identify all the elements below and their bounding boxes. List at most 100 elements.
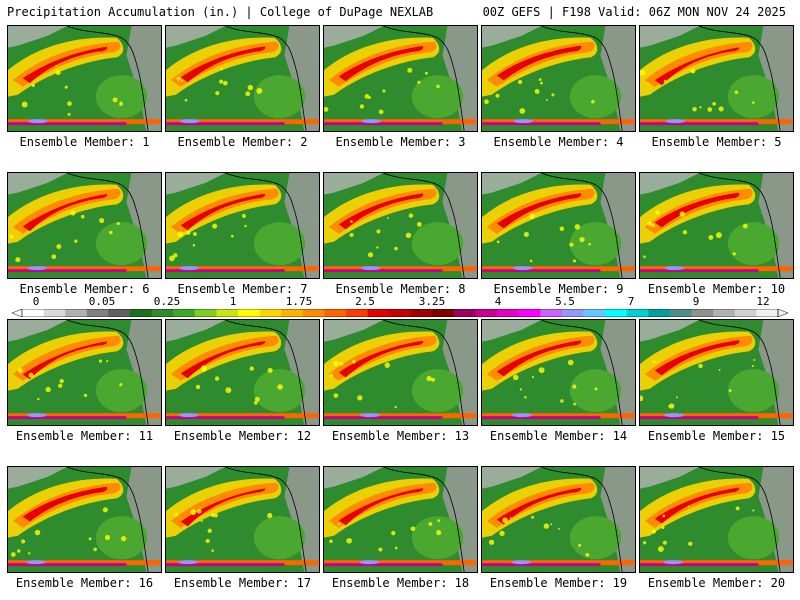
precip-map (324, 320, 477, 425)
map-frame (323, 319, 478, 426)
colorbar-scale (12, 309, 788, 317)
colorbar-swatch (605, 309, 628, 317)
ensemble-member-label: Ensemble Member: 3 (335, 135, 466, 149)
colorbar-label: 0.25 (153, 295, 181, 308)
colorbar-swatch (648, 309, 671, 317)
colorbar-swatch (238, 309, 260, 317)
colorbar-swatch (713, 309, 736, 317)
colorbar-label: 1.75 (285, 295, 313, 308)
map-frame (639, 172, 794, 279)
precip-map (482, 320, 635, 425)
run-info: 00Z GEFS | F198 Valid: 06Z MON NOV 24 20… (482, 5, 786, 19)
colorbar-label: 2.5 (355, 295, 375, 308)
colorbar-swatch (302, 309, 325, 317)
precip-map (324, 173, 477, 278)
precip-map (166, 320, 319, 425)
header: Precipitation Accumulation (in.) | Colle… (0, 0, 800, 24)
precip-map (640, 467, 793, 572)
colorbar-label: 0.05 (88, 295, 116, 308)
colorbar-min-arrow (12, 309, 23, 317)
colorbar-label: 9 (692, 295, 700, 308)
map-frame (7, 25, 162, 132)
colorbar-swatch (626, 309, 649, 317)
colorbar-label: 1 (229, 295, 237, 308)
ensemble-member-label: Ensemble Member: 9 (493, 282, 624, 296)
colorbar-swatch (281, 309, 304, 317)
ensemble-member-label: Ensemble Member: 15 (647, 429, 786, 443)
ensemble-member-label: Ensemble Member: 1 (19, 135, 150, 149)
colorbar-swatch (346, 309, 368, 317)
map-frame (481, 319, 636, 426)
colorbar-label: 7 (627, 295, 635, 308)
ensemble-member-label: Ensemble Member: 18 (331, 576, 470, 590)
colorbar-swatch (86, 309, 109, 317)
colorbar-labels: 0 0.05 0.25 1 1.75 2.5 3.25 4 5.5 7 9 12 (0, 296, 800, 308)
ensemble-member-label: Ensemble Member: 7 (177, 282, 308, 296)
ensemble-member-label: Ensemble Member: 13 (331, 429, 470, 443)
ensemble-member-label: Ensemble Member: 10 (647, 282, 786, 296)
colorbar-label: 4 (494, 295, 502, 308)
colorbar-max-arrow (777, 309, 788, 317)
precip-map (482, 173, 635, 278)
ensemble-member-label: Ensemble Member: 8 (335, 282, 466, 296)
colorbar-swatch (259, 309, 282, 317)
colorbar-swatch (670, 309, 692, 317)
ensemble-member-label: Ensemble Member: 6 (19, 282, 150, 296)
colorbar-swatch (518, 309, 541, 317)
colorbar-swatch (151, 309, 174, 317)
ensemble-member-label: Ensemble Member: 20 (647, 576, 786, 590)
precip-map (166, 173, 319, 278)
map-frame (639, 466, 794, 573)
ensemble-member-label: Ensemble Member: 11 (15, 429, 154, 443)
ensemble-member-label: Ensemble Member: 4 (493, 135, 624, 149)
colorbar-swatch (173, 309, 196, 317)
colorbar-swatch (65, 309, 88, 317)
colorbar-swatch (734, 309, 757, 317)
map-frame (481, 172, 636, 279)
map-frame (165, 25, 320, 132)
colorbar-label: 5.5 (555, 295, 575, 308)
map-frame (481, 25, 636, 132)
precip-map (8, 320, 161, 425)
colorbar-swatch (691, 309, 714, 317)
colorbar-swatch (216, 309, 239, 317)
ensemble-member-label: Ensemble Member: 17 (173, 576, 312, 590)
precip-map (640, 173, 793, 278)
map-frame (323, 25, 478, 132)
colorbar-swatch (194, 309, 217, 317)
colorbar-swatch (583, 309, 606, 317)
precip-map (166, 467, 319, 572)
colorbar-label: 12 (756, 295, 770, 308)
colorbar-swatch (22, 309, 44, 317)
ensemble-member-label: Ensemble Member: 19 (489, 576, 628, 590)
colorbar-swatch (108, 309, 131, 317)
map-frame (165, 466, 320, 573)
precip-map (8, 173, 161, 278)
ensemble-member-label: Ensemble Member: 14 (489, 429, 628, 443)
map-frame (7, 466, 162, 573)
map-frame (639, 25, 794, 132)
precip-map (8, 26, 161, 131)
colorbar-swatch (562, 309, 584, 317)
precip-map (482, 467, 635, 572)
precip-map (166, 26, 319, 131)
map-frame (7, 319, 162, 426)
map-frame (7, 172, 162, 279)
colorbar-swatch (540, 309, 563, 317)
precipitation-colorbar: 0 0.05 0.25 1 1.75 2.5 3.25 4 5.5 7 9 12 (0, 296, 800, 320)
colorbar-label: 0 (32, 295, 40, 308)
ensemble-member-label: Ensemble Member: 5 (651, 135, 782, 149)
colorbar-swatch (756, 309, 779, 317)
colorbar-swatch (130, 309, 152, 317)
colorbar-swatch (454, 309, 476, 317)
precip-map (8, 467, 161, 572)
colorbar-swatch (324, 309, 347, 317)
ensemble-member-label: Ensemble Member: 2 (177, 135, 308, 149)
colorbar-swatch (43, 309, 66, 317)
map-frame (639, 319, 794, 426)
chart-title: Precipitation Accumulation (in.) | Colle… (7, 5, 434, 19)
colorbar-swatch (389, 309, 412, 317)
colorbar-swatch (475, 309, 498, 317)
colorbar-swatch (410, 309, 433, 317)
